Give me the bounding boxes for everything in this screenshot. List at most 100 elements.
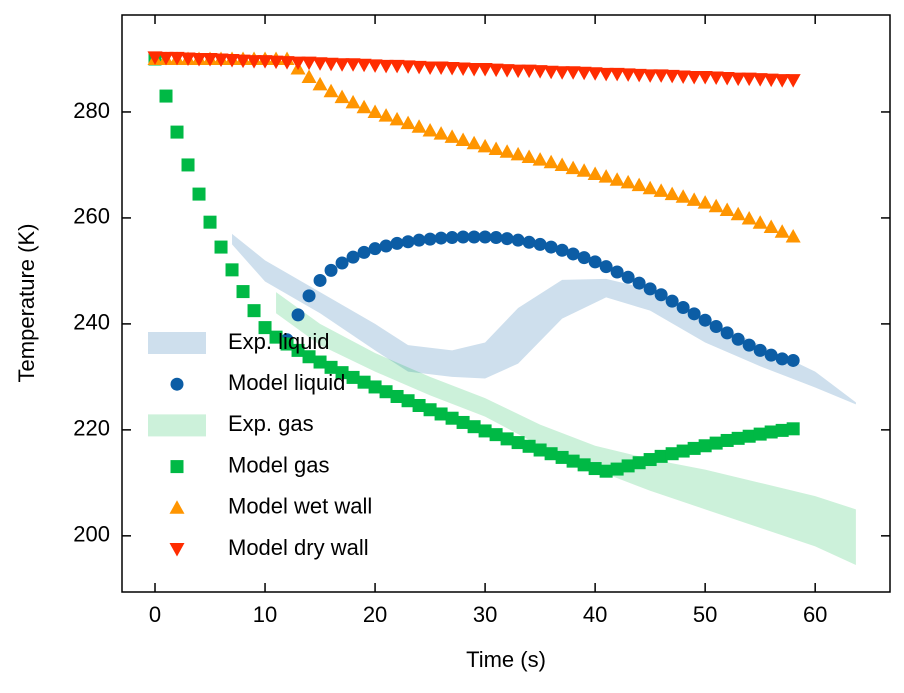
- data-point: [280, 337, 294, 351]
- data-point: [566, 454, 580, 468]
- legend-label: Model gas: [228, 452, 330, 477]
- data-point: [752, 215, 768, 229]
- data-point: [456, 415, 470, 429]
- data-point: [675, 70, 691, 84]
- data-point: [258, 321, 272, 335]
- data-point: [390, 236, 404, 250]
- data-point: [511, 233, 525, 247]
- data-point: [631, 68, 647, 83]
- data-point: [731, 431, 745, 445]
- legend-marker: [169, 543, 185, 557]
- data-point: [664, 186, 680, 201]
- data-point: [632, 276, 646, 290]
- data-point: [158, 51, 174, 66]
- data-point: [147, 51, 163, 65]
- data-point: [367, 59, 383, 73]
- data-point: [202, 52, 218, 67]
- data-point: [510, 146, 526, 161]
- data-point: [500, 232, 514, 246]
- data-point: [489, 231, 503, 245]
- data-point: [709, 436, 723, 450]
- data-point: [511, 436, 525, 450]
- data-point: [444, 129, 460, 143]
- data-point: [356, 99, 372, 114]
- data-point: [367, 104, 383, 118]
- data-point: [291, 343, 305, 357]
- data-point: [544, 240, 558, 254]
- data-point: [522, 235, 536, 249]
- data-point: [302, 289, 316, 303]
- data-point: [708, 198, 724, 213]
- data-point: [357, 245, 371, 259]
- data-point: [610, 265, 624, 279]
- data-point: [345, 58, 361, 72]
- data-point: [730, 72, 746, 87]
- data-point: [291, 308, 305, 322]
- data-point: [521, 149, 537, 163]
- data-point: [302, 350, 316, 364]
- data-point: [368, 242, 382, 256]
- data-point: [433, 61, 449, 75]
- data-point: [709, 320, 723, 334]
- data-point: [203, 215, 217, 229]
- data-point: [477, 138, 493, 153]
- data-point: [466, 63, 482, 77]
- data-point: [510, 64, 526, 79]
- legend-label: Exp. liquid: [228, 329, 330, 354]
- data-point: [764, 425, 778, 439]
- data-point: [565, 66, 581, 80]
- data-point: [411, 119, 427, 133]
- data-point: [335, 256, 349, 270]
- data-point: [401, 235, 415, 249]
- data-point: [610, 462, 624, 476]
- data-point: [236, 285, 250, 299]
- data-point: [225, 263, 239, 277]
- data-point: [290, 56, 306, 71]
- data-point: [719, 72, 735, 86]
- x-tick-label: 60: [803, 602, 827, 627]
- data-point: [268, 55, 284, 70]
- data-point: [214, 240, 228, 254]
- data-point: [576, 163, 592, 177]
- x-tick-label: 50: [693, 602, 717, 627]
- data-point: [753, 427, 767, 441]
- data-point: [664, 69, 680, 84]
- data-point: [456, 230, 470, 244]
- y-tick-label: 280: [73, 98, 110, 123]
- x-tick-label: 10: [253, 602, 277, 627]
- legend-marker: [170, 377, 184, 391]
- data-point: [323, 83, 339, 98]
- data-point: [587, 166, 603, 180]
- data-point: [159, 89, 173, 103]
- data-point: [665, 294, 679, 308]
- data-point: [566, 247, 580, 261]
- data-point: [477, 63, 493, 77]
- band: [276, 292, 856, 565]
- data-point: [653, 69, 669, 83]
- data-point: [598, 169, 614, 183]
- data-point: [642, 69, 658, 83]
- data-point: [499, 64, 515, 78]
- data-point: [401, 394, 415, 408]
- data-point: [334, 89, 350, 104]
- data-point: [313, 273, 327, 287]
- data-point: [489, 428, 503, 442]
- data-point: [785, 74, 801, 88]
- x-tick-label: 20: [363, 602, 387, 627]
- data-point: [599, 260, 613, 274]
- data-point: [422, 123, 438, 137]
- legend-marker: [170, 460, 184, 474]
- data-point: [532, 152, 548, 166]
- data-point: [753, 343, 767, 357]
- data-point: [532, 65, 548, 79]
- data-point: [764, 348, 778, 362]
- y-axis-label: Temperature (K): [14, 224, 39, 383]
- band: [232, 233, 856, 405]
- data-point: [587, 67, 603, 81]
- data-point: [698, 313, 712, 327]
- legend-label: Model liquid: [228, 370, 345, 395]
- data-point: [335, 366, 349, 380]
- data-point: [675, 189, 691, 203]
- data-point: [631, 177, 647, 192]
- data-point: [400, 60, 416, 74]
